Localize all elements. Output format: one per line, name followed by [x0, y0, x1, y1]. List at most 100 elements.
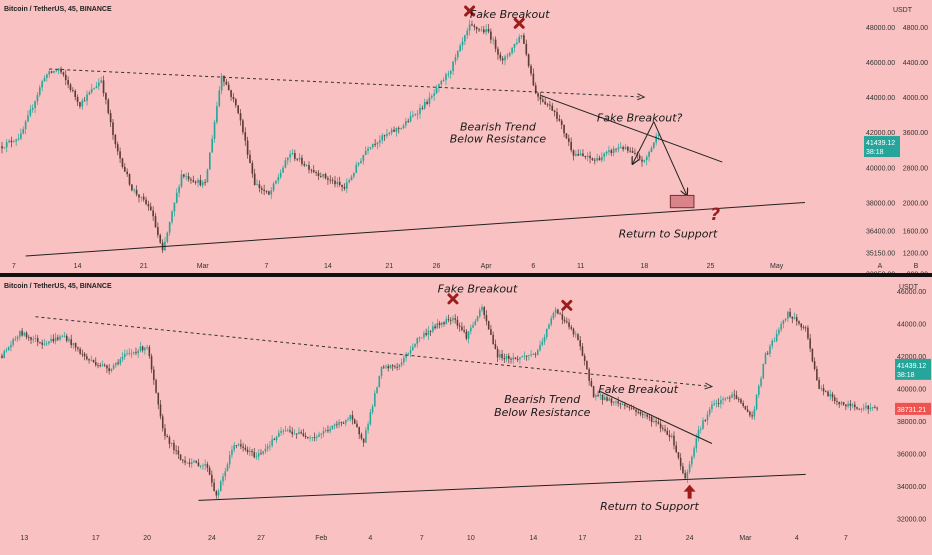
candle-body [570, 327, 573, 329]
candle-body [459, 45, 461, 52]
scale-toggle-button[interactable]: A [878, 263, 883, 270]
candle-body [184, 460, 186, 463]
candle-body [277, 177, 280, 181]
candle-body [514, 357, 517, 360]
candle-body [449, 71, 452, 74]
candle-body [769, 345, 771, 354]
candle-body [116, 144, 119, 152]
candle-body [64, 74, 67, 80]
y-tick-percent: 4400.00 [903, 60, 928, 67]
candle-body [180, 174, 183, 187]
candle-body [5, 350, 8, 352]
candle-body [32, 339, 35, 340]
candle-body [525, 43, 528, 55]
candle-body [28, 337, 30, 339]
candle-body [579, 340, 581, 347]
candle-body [499, 54, 502, 59]
candle-body [331, 179, 334, 181]
candle-body [333, 424, 336, 426]
chart-panel-1[interactable]: USDT 48000.00 4800.00 46000.00 4400.00 44000.… [0, 0, 932, 279]
candle-body [807, 327, 809, 339]
question-mark-annotation: ? [710, 205, 720, 225]
candle-body [497, 48, 499, 55]
candle-body [670, 435, 673, 437]
candle-body [168, 221, 171, 233]
panel-divider[interactable] [0, 273, 932, 277]
candle-body [528, 355, 530, 357]
x-tick-label: 20 [143, 535, 151, 542]
candle-body [771, 340, 773, 346]
candle-body [668, 435, 671, 437]
candle-body [381, 135, 384, 141]
candle-body [322, 431, 325, 434]
candle-body [318, 434, 320, 437]
current-price-badge [895, 358, 931, 380]
candle-body [182, 459, 184, 461]
candle-body [655, 135, 658, 143]
candle-body [532, 353, 535, 355]
candle-body [178, 186, 180, 193]
candle-body [858, 408, 861, 410]
candle-body [633, 408, 635, 410]
candle-body [199, 465, 202, 467]
candle-body [624, 146, 627, 150]
candle-body [128, 174, 131, 185]
candle-body [507, 355, 510, 359]
candle-body [14, 338, 17, 340]
candle-body [574, 334, 577, 336]
candle-body [480, 29, 483, 31]
chart-title: Bitcoin / TetherUS, 45, BINANCE [4, 6, 112, 13]
candle-body [218, 90, 221, 107]
candle-body [291, 431, 294, 435]
x-tick-label: 21 [385, 263, 393, 270]
candle-body [376, 142, 379, 145]
candle-body [610, 398, 613, 403]
candle-body [511, 47, 513, 54]
candle-body [367, 148, 369, 151]
candle-body [55, 70, 58, 72]
x-tick-label: Mar [197, 263, 210, 270]
candle-body [157, 392, 160, 405]
candle-body [289, 154, 291, 158]
candle-body [617, 147, 620, 150]
candle-body [177, 450, 180, 455]
candle-body [543, 337, 546, 342]
candle-body [201, 182, 204, 186]
candle-body [50, 338, 52, 342]
candle-body [301, 157, 303, 164]
candle-body [505, 355, 508, 360]
candle-body [230, 90, 232, 97]
candle-body [312, 170, 315, 173]
candle-body [519, 357, 521, 360]
y-tick-label: 48000.00 [866, 25, 895, 32]
candle-body [192, 180, 195, 182]
candle-body [159, 404, 162, 417]
candle-body [17, 138, 20, 140]
candle-body [816, 368, 818, 381]
candle-body [302, 433, 305, 436]
candle-body [622, 147, 624, 150]
candle-body [468, 24, 471, 31]
candle-body [356, 423, 358, 428]
candle-body [490, 329, 492, 335]
candle-body [720, 400, 722, 404]
candle-body [379, 140, 381, 143]
candle-body [464, 35, 466, 42]
candle-body [590, 380, 593, 387]
candle-body [557, 309, 559, 314]
scale-toggle-button[interactable]: B [914, 263, 919, 270]
candle-body [12, 339, 14, 345]
candle-body [360, 434, 363, 439]
candle-body [684, 473, 686, 479]
candle-body [391, 365, 394, 367]
candle-body [695, 438, 698, 449]
candle-body [619, 403, 622, 405]
candle-body [434, 326, 436, 329]
candle-body [130, 352, 133, 354]
candle-body [139, 346, 142, 351]
y-tick-label: 35150.00 [866, 250, 895, 257]
candle-body [421, 107, 424, 109]
candle-body [108, 368, 110, 371]
